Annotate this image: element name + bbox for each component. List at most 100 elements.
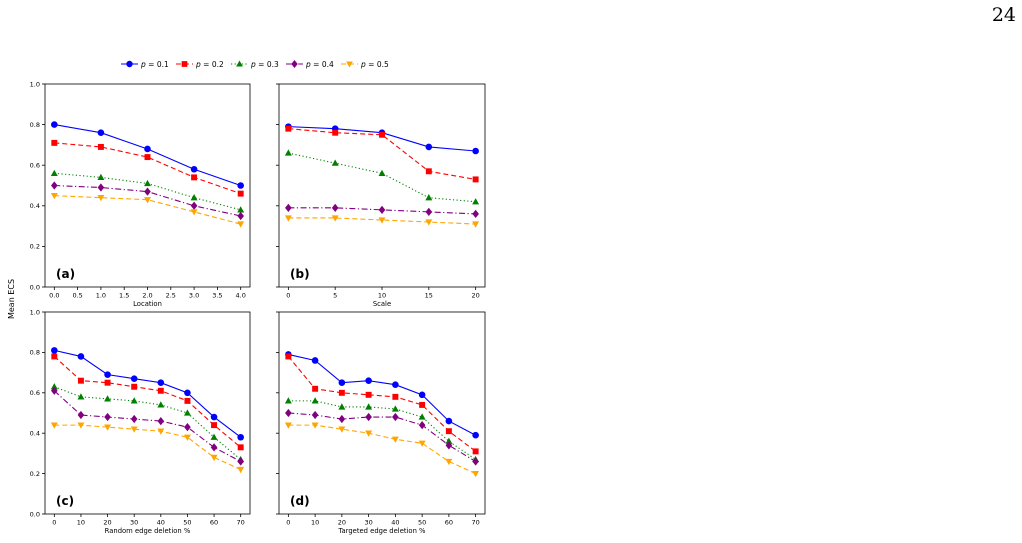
data-point	[331, 215, 339, 222]
data-point	[391, 436, 399, 443]
data-point	[365, 377, 372, 384]
series-5	[50, 422, 245, 474]
data-point	[311, 422, 319, 429]
x-tick-label: 60	[445, 519, 453, 527]
series-line	[288, 424, 476, 475]
data-point	[237, 457, 244, 466]
data-point	[237, 466, 245, 474]
plot-frame	[278, 311, 486, 515]
data-point	[183, 434, 191, 441]
data-point	[338, 379, 346, 387]
x-tick-label: 50	[183, 519, 191, 527]
legend-label: p = 0.4	[305, 60, 334, 69]
data-point	[418, 413, 426, 420]
legend-label-symbol: p	[140, 60, 146, 69]
data-point	[157, 387, 164, 394]
data-point	[331, 203, 339, 212]
data-point	[425, 143, 433, 151]
panel-d: 0 10 20 30 40 50 60 70 Targeted edge deletion % (…	[276, 311, 486, 535]
x-tick-label: 2.0	[142, 292, 152, 300]
data-point	[157, 401, 165, 408]
series-line	[54, 386, 242, 460]
legend-item: p = 0.5	[341, 60, 389, 69]
legend-label-symbol: p	[305, 60, 311, 69]
y-tick-label: 1.0	[30, 308, 40, 316]
data-point	[77, 410, 85, 420]
data-point	[332, 129, 339, 136]
legend-label-value: = 0.4	[311, 60, 334, 69]
data-point	[131, 383, 138, 390]
data-point	[51, 181, 58, 190]
data-point	[190, 201, 198, 210]
legend-label: p = 0.1	[140, 60, 169, 69]
series-5	[50, 193, 245, 228]
data-point	[365, 403, 373, 410]
legend-label-symbol: p	[195, 60, 201, 69]
legend-item: p = 0.3	[231, 60, 279, 69]
series-line	[288, 400, 476, 460]
data-point	[210, 433, 218, 440]
x-tick-label: 40	[157, 519, 165, 527]
data-point	[445, 437, 453, 444]
x-tick-label: 0	[52, 519, 56, 527]
x-tick-label: 1.5	[119, 292, 129, 300]
series-5	[284, 422, 480, 478]
series-3	[50, 383, 245, 463]
data-point	[190, 209, 198, 216]
data-point	[285, 408, 292, 418]
series-5	[284, 215, 480, 228]
data-point	[51, 386, 58, 395]
data-point	[237, 444, 244, 451]
data-point	[51, 353, 58, 360]
y-axis-label: Mean ECS	[7, 279, 16, 319]
x-tick-label: 30	[130, 519, 138, 527]
panel-label: (a)	[56, 267, 75, 281]
y-tick-label: 0.0	[30, 510, 40, 518]
series-3	[50, 169, 245, 213]
page-number: 24	[991, 4, 1016, 26]
legend-label-value: = 0.1	[146, 60, 169, 69]
data-point	[144, 179, 151, 187]
data-point	[77, 377, 84, 384]
x-tick-label: 15	[425, 292, 433, 300]
series-2	[285, 353, 479, 455]
data-point	[338, 414, 346, 424]
legend-label-value: = 0.5	[366, 60, 389, 69]
panel-label: (d)	[290, 494, 310, 508]
data-point	[130, 397, 138, 404]
legend: p = 0.1 p = 0.2 p = 0.3 p = 0.4 p = 0.5	[121, 60, 389, 69]
legend-label: p = 0.5	[360, 60, 389, 69]
data-point	[425, 207, 433, 217]
data-point	[237, 206, 245, 213]
data-point	[104, 412, 111, 422]
data-point	[97, 195, 105, 202]
data-point	[184, 389, 191, 397]
data-point	[190, 194, 198, 201]
series-2	[285, 125, 479, 183]
data-point	[472, 147, 479, 155]
data-point	[51, 121, 58, 128]
data-point	[365, 412, 372, 422]
data-point	[379, 131, 385, 138]
data-point	[338, 389, 345, 396]
data-point	[77, 393, 85, 400]
data-point	[104, 395, 112, 402]
data-point	[97, 143, 104, 150]
data-point	[104, 371, 111, 378]
y-tick-label: 0.8	[30, 349, 40, 357]
data-point	[237, 190, 244, 197]
data-point	[472, 198, 480, 205]
data-point	[157, 379, 165, 387]
data-point	[418, 440, 426, 447]
data-point	[311, 397, 319, 404]
data-point	[184, 397, 191, 404]
y-tick-label: 0.2	[30, 470, 40, 478]
data-point	[130, 426, 138, 433]
data-point	[425, 219, 433, 226]
data-point	[472, 176, 479, 183]
legend-marker	[346, 61, 353, 68]
data-point	[392, 412, 399, 422]
x-tick-label: 0	[286, 519, 290, 527]
panel-label: (c)	[56, 494, 74, 508]
